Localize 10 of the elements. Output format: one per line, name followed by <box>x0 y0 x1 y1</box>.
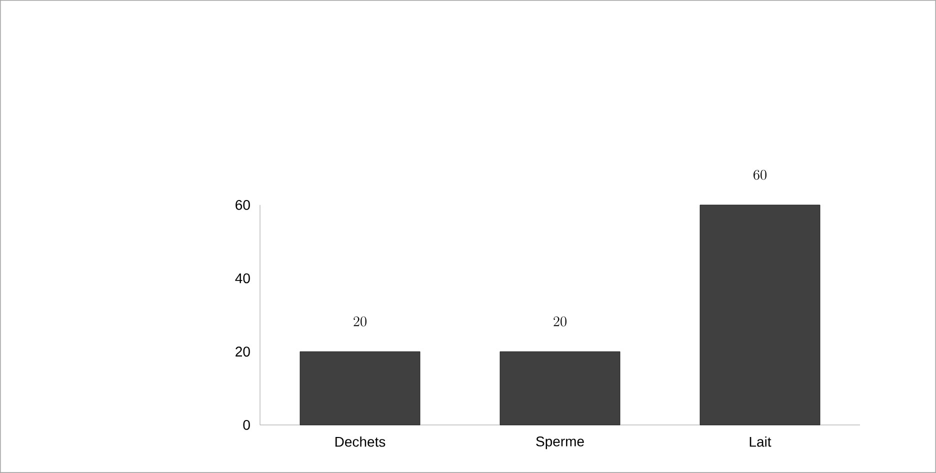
data-label: 60 <box>754 170 766 180</box>
x-tick-label: Lait <box>750 436 772 447</box>
y-tick-label: 20 <box>236 346 250 357</box>
data-label: 20 <box>554 316 566 326</box>
x-tick-label: Dechets <box>335 436 386 447</box>
y-tick-label: 40 <box>235 273 250 284</box>
x-tick-label: Sperme <box>536 436 584 450</box>
data-label: 20 <box>354 316 366 326</box>
y-tick-label: 0 <box>243 420 250 430</box>
y-tick-label: 60 <box>236 200 250 210</box>
